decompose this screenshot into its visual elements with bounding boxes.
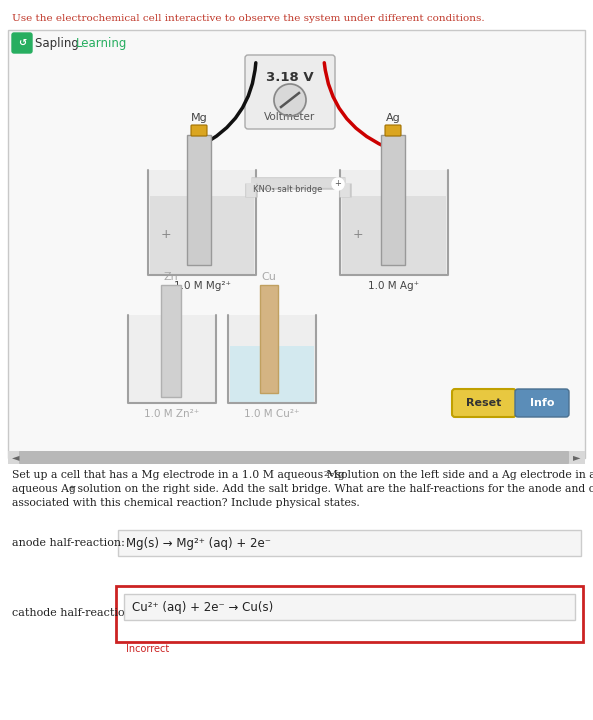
FancyBboxPatch shape [191,125,207,136]
FancyBboxPatch shape [150,197,254,275]
Text: Mg(s) → Mg²⁺ (aq) + 2e⁻: Mg(s) → Mg²⁺ (aq) + 2e⁻ [126,536,271,549]
FancyBboxPatch shape [128,315,216,403]
Text: Set up a cell that has a Mg electrode in a 1.0 M aqueous Mg: Set up a cell that has a Mg electrode in… [12,470,345,480]
Text: Voltmeter: Voltmeter [264,112,315,122]
Text: anode half-reaction:: anode half-reaction: [12,538,125,548]
Text: ►: ► [573,452,581,462]
Text: Incorrect: Incorrect [126,644,169,654]
Text: Reset: Reset [466,398,502,408]
FancyBboxPatch shape [228,315,316,403]
FancyBboxPatch shape [116,586,583,642]
Text: Cu: Cu [262,272,276,282]
FancyBboxPatch shape [452,389,516,417]
FancyBboxPatch shape [245,55,335,129]
FancyBboxPatch shape [148,170,256,275]
Text: ↺: ↺ [18,38,26,48]
Text: +: + [334,179,342,189]
FancyBboxPatch shape [340,170,448,275]
Circle shape [332,178,344,190]
Text: 1.0 M Ag⁺: 1.0 M Ag⁺ [368,281,420,291]
Text: 1.0 M Cu²⁺: 1.0 M Cu²⁺ [244,409,299,419]
FancyBboxPatch shape [187,135,211,265]
FancyBboxPatch shape [381,135,405,265]
Text: Ag: Ag [385,113,400,123]
Text: 1.0 M Zn²⁺: 1.0 M Zn²⁺ [144,409,200,419]
Text: solution on the right side. Add the salt bridge. What are the half-reactions for: solution on the right side. Add the salt… [74,484,593,494]
Text: cathode half-reaction:: cathode half-reaction: [12,608,136,618]
FancyBboxPatch shape [124,594,575,620]
Text: associated with this chemical reaction? Include physical states.: associated with this chemical reaction? … [12,498,360,508]
Text: Cu²⁺ (aq) + 2e⁻ → Cu(s): Cu²⁺ (aq) + 2e⁻ → Cu(s) [132,600,273,613]
Text: Sapling: Sapling [35,37,82,50]
Text: 2+: 2+ [323,470,334,478]
Text: ◄: ◄ [12,452,20,462]
FancyBboxPatch shape [230,346,314,403]
FancyBboxPatch shape [8,30,585,458]
Text: +: + [161,228,171,241]
Text: Info: Info [530,398,554,408]
Text: solution on the left side and a Ag electrode in a 1.0 M: solution on the left side and a Ag elect… [332,470,593,480]
Text: Use the electrochemical cell interactive to observe the system under different c: Use the electrochemical cell interactive… [12,14,484,23]
FancyBboxPatch shape [19,451,569,464]
Text: Learning: Learning [76,37,127,50]
FancyBboxPatch shape [385,125,401,136]
FancyBboxPatch shape [118,530,581,556]
FancyBboxPatch shape [161,285,181,397]
Text: +: + [68,484,74,492]
Text: Zn: Zn [164,272,178,282]
FancyBboxPatch shape [260,285,278,393]
FancyBboxPatch shape [342,197,446,275]
Text: aqueous Ag: aqueous Ag [12,484,76,494]
Circle shape [274,84,306,116]
Text: +: + [353,228,364,241]
FancyBboxPatch shape [8,451,585,464]
Text: Mg: Mg [190,113,208,123]
FancyBboxPatch shape [12,33,32,53]
Text: 3.18 V: 3.18 V [266,71,314,84]
FancyBboxPatch shape [515,389,569,417]
Text: KNO₃ salt bridge: KNO₃ salt bridge [253,185,323,194]
Text: 1.0 M Mg²⁺: 1.0 M Mg²⁺ [174,281,231,291]
